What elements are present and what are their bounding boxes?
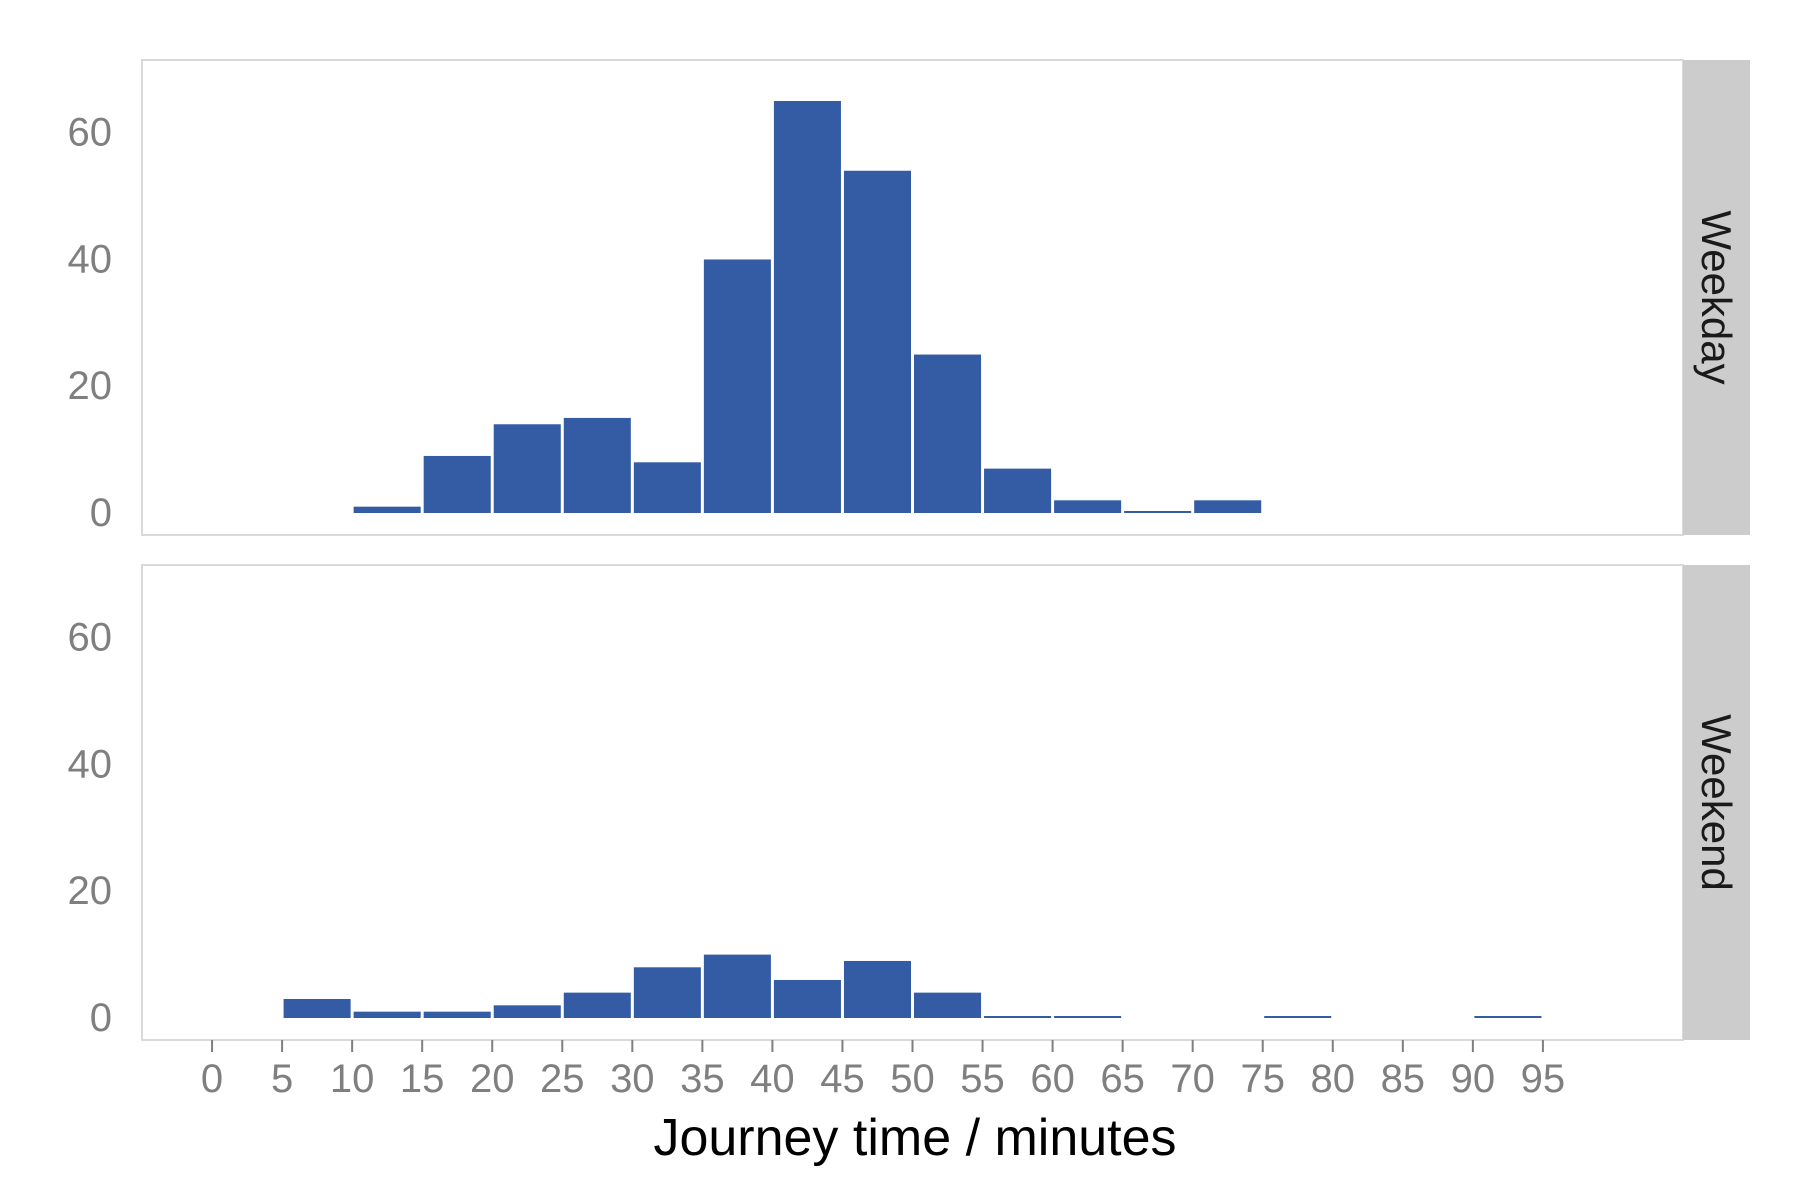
histogram-bar bbox=[914, 992, 982, 1018]
y-tick-label: 40 bbox=[68, 237, 113, 281]
x-tick-label: 95 bbox=[1521, 1057, 1566, 1101]
panel-frame bbox=[141, 564, 1684, 1041]
x-tick-label: 60 bbox=[1030, 1057, 1075, 1101]
x-tick-label: 85 bbox=[1381, 1057, 1426, 1101]
histogram-bar bbox=[283, 998, 351, 1018]
histogram-bar bbox=[353, 506, 421, 513]
facet-weekend: Weekend 0 20 40 60 bbox=[68, 564, 1750, 1041]
histogram-bar bbox=[984, 1016, 1052, 1018]
histogram-bar bbox=[563, 992, 631, 1018]
histogram-bar bbox=[773, 979, 841, 1018]
histogram-bar bbox=[703, 954, 771, 1018]
histogram-bar bbox=[633, 967, 701, 1018]
y-tick-label: 60 bbox=[68, 111, 113, 155]
histogram-bar bbox=[1474, 1016, 1542, 1018]
x-tick-label: 35 bbox=[680, 1057, 725, 1101]
y-tick-label: 0 bbox=[90, 491, 112, 535]
x-tick-label: 5 bbox=[271, 1057, 293, 1101]
y-tick-label: 20 bbox=[68, 869, 113, 913]
x-tick-label: 70 bbox=[1170, 1057, 1215, 1101]
facet-weekday: Weekday 0 20 40 60 bbox=[68, 59, 1750, 536]
facet-strip bbox=[1683, 565, 1750, 1040]
x-tick-label: 80 bbox=[1311, 1057, 1356, 1101]
x-tick-label: 45 bbox=[820, 1057, 865, 1101]
histogram-bar bbox=[1194, 500, 1262, 513]
histogram-bar bbox=[1054, 500, 1122, 513]
histogram-bar bbox=[633, 462, 701, 513]
y-tick-label: 0 bbox=[90, 996, 112, 1040]
x-tick-label: 40 bbox=[750, 1057, 795, 1101]
panel-frame bbox=[141, 59, 1684, 536]
y-tick-label: 20 bbox=[68, 364, 113, 408]
histogram-bar bbox=[1124, 511, 1192, 513]
histogram-bar bbox=[703, 259, 771, 513]
x-tick-label: 50 bbox=[890, 1057, 935, 1101]
histogram-bar bbox=[423, 1011, 491, 1018]
x-tick-label: 65 bbox=[1100, 1057, 1145, 1101]
histogram-bar bbox=[493, 1005, 561, 1018]
histogram-bar bbox=[493, 424, 561, 513]
histogram-bar bbox=[423, 455, 491, 513]
x-tick-label: 25 bbox=[540, 1057, 585, 1101]
histogram-bar bbox=[563, 417, 631, 513]
facet-strip-label: Weekend bbox=[1693, 714, 1740, 891]
x-tick-label: 55 bbox=[960, 1057, 1005, 1101]
facet-panels: Weekday 0 20 40 60 Weekend 0 20 40 60 bbox=[68, 59, 1750, 1041]
x-tick-label: 0 bbox=[201, 1057, 223, 1101]
y-tick-label: 60 bbox=[68, 616, 113, 660]
histogram-bar bbox=[773, 101, 841, 513]
histogram-bar bbox=[353, 1011, 421, 1018]
x-tick-label: 15 bbox=[400, 1057, 445, 1101]
x-tick-label: 20 bbox=[470, 1057, 515, 1101]
x-tick-label: 30 bbox=[610, 1057, 655, 1101]
y-tick-label: 40 bbox=[68, 742, 113, 786]
histogram-bar bbox=[843, 170, 911, 513]
x-tick-label: 75 bbox=[1240, 1057, 1285, 1101]
histogram-bar bbox=[1054, 1016, 1122, 1018]
x-tick-label: 10 bbox=[330, 1057, 375, 1101]
x-axis-title: Journey time / minutes bbox=[653, 1109, 1176, 1167]
x-axis: 0 5 10 15 20 25 30 35 40 45 50 55 60 65 70 75 80 85 90 95 bbox=[201, 1040, 1565, 1101]
facet-strip bbox=[1683, 60, 1750, 535]
histogram-bar bbox=[843, 960, 911, 1018]
histogram-bar bbox=[984, 468, 1052, 513]
histogram-bar bbox=[1264, 1016, 1332, 1018]
histogram-bar bbox=[914, 354, 982, 513]
x-tick-label: 90 bbox=[1451, 1057, 1496, 1101]
facet-strip-label: Weekday bbox=[1693, 210, 1740, 384]
